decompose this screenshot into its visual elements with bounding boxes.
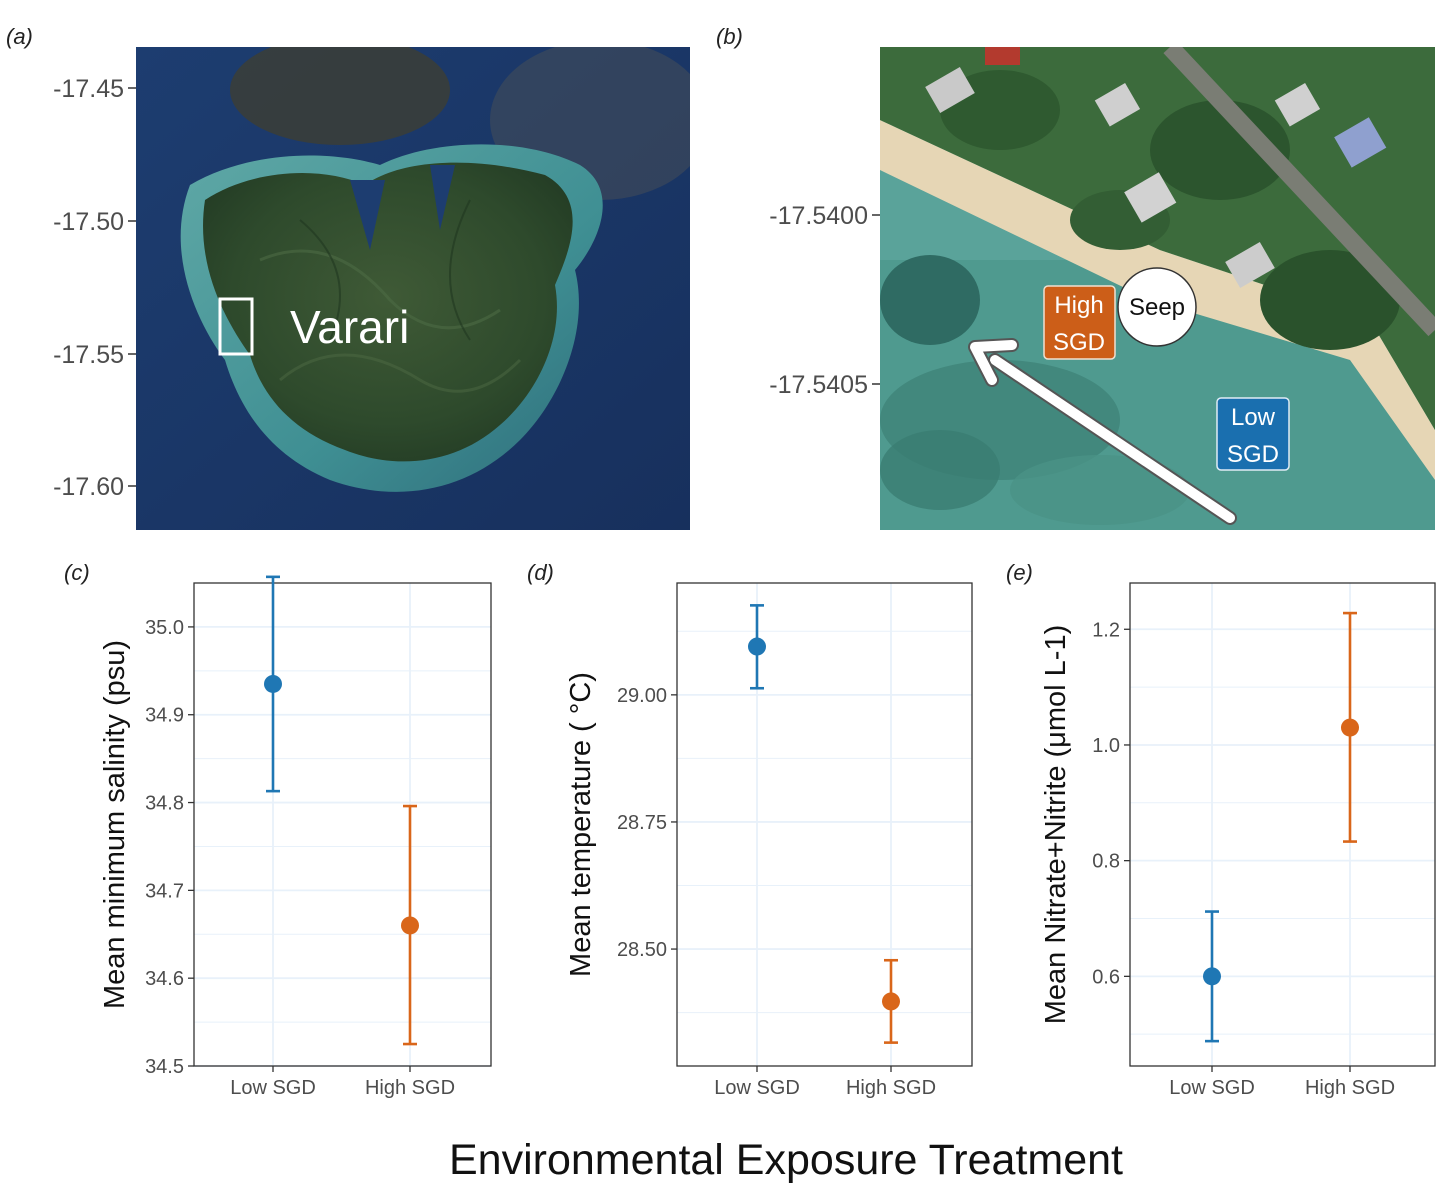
y-tick-label: 34.9	[145, 705, 184, 727]
panel-a-tick-label: -17.50	[53, 208, 124, 236]
y-tick-label: 28.75	[617, 812, 667, 834]
mean-point	[1341, 718, 1359, 737]
chart-nitrate: 0.6 0.8 1.0 1.2 Low SGD High SGD Mean Nitrate+…	[1040, 582, 1436, 1099]
high-sgd-site-label: High SGD	[1043, 285, 1116, 360]
plot-border	[193, 582, 492, 1067]
x-tick-label: High SGD	[1305, 1077, 1395, 1099]
panel-c-tag: (c)	[64, 560, 90, 585]
y-tick-label: 29.00	[617, 685, 667, 707]
y-tick-label: 34.8	[145, 793, 184, 815]
y-tick-label: 0.6	[1092, 966, 1120, 988]
high-sgd-line2: SGD	[1053, 329, 1105, 356]
low-sgd-site-label: Low SGD	[1216, 397, 1290, 471]
panel-e-tag: (e)	[1006, 560, 1033, 585]
x-tick-label: Low SGD	[230, 1077, 316, 1099]
panel-b-tick-label: -17.5405	[769, 371, 868, 399]
x-tick-label: High SGD	[846, 1077, 936, 1099]
x-tick-label: High SGD	[365, 1077, 455, 1099]
panel-a: (a) Varari -17.45 -17.50	[6, 24, 690, 530]
panel-a-y-axis: -17.45 -17.50 -17.55 -17.60	[53, 75, 136, 501]
y-tick-label: 34.6	[145, 968, 184, 990]
chart-temperature: 28.50 28.75 29.00 Low SGD High SGD Mean tempe…	[565, 582, 973, 1099]
y-tick-label: 35.0	[145, 617, 184, 639]
mean-point	[748, 637, 766, 656]
island-satellite-image	[136, 47, 690, 530]
panel-b: (b)	[716, 24, 1435, 530]
seep-label: Seep	[1129, 294, 1185, 321]
flow-arrow	[968, 338, 1237, 525]
y-tick-label: 0.8	[1092, 851, 1120, 873]
chart-salinity: 34.5 34.6 34.7 34.8 34.9 35.0 Low SGD High SGD M…	[99, 575, 492, 1099]
y-axis-title: Mean Nitrate+Nitrite (μmol L-1)	[1040, 625, 1072, 1024]
y-tick-label: 1.2	[1092, 619, 1120, 641]
mean-point	[882, 992, 900, 1011]
panel-b-tick-label: -17.5400	[769, 202, 868, 230]
y-axis-title: Mean minimum salinity (psu)	[99, 640, 131, 1009]
y-tick-label: 34.5	[145, 1056, 184, 1078]
mean-point	[1203, 967, 1221, 986]
panel-b-y-axis: -17.5400 -17.5405	[769, 202, 880, 399]
site-label: Varari	[290, 301, 409, 353]
x-tick-label: Low SGD	[714, 1077, 800, 1099]
plot-border	[1129, 582, 1436, 1067]
mean-point	[401, 916, 419, 935]
x-tick-label: Low SGD	[1169, 1077, 1255, 1099]
panel-d-tag: (d)	[527, 560, 554, 585]
y-tick-label: 1.0	[1092, 735, 1120, 757]
shared-x-axis-label: Environmental Exposure Treatment	[449, 1136, 1123, 1184]
panel-a-tick-label: -17.45	[53, 75, 124, 103]
y-axis-title: Mean temperature ( °C)	[565, 672, 597, 977]
plot-border	[676, 582, 973, 1067]
panel-a-tick-label: -17.55	[53, 341, 124, 369]
seep-site-label: Seep	[1117, 267, 1197, 347]
study-site-box	[218, 297, 254, 356]
panel-b-tag: (b)	[716, 24, 743, 49]
low-sgd-line2: SGD	[1227, 441, 1279, 468]
low-sgd-line1: Low	[1231, 404, 1276, 431]
panel-a-tag: (a)	[6, 24, 33, 49]
panel-a-tick-label: -17.60	[53, 473, 124, 501]
y-tick-label: 34.7	[145, 880, 184, 902]
y-tick-label: 28.50	[617, 939, 667, 961]
high-sgd-line1: High	[1054, 292, 1103, 319]
mean-point	[264, 674, 282, 693]
